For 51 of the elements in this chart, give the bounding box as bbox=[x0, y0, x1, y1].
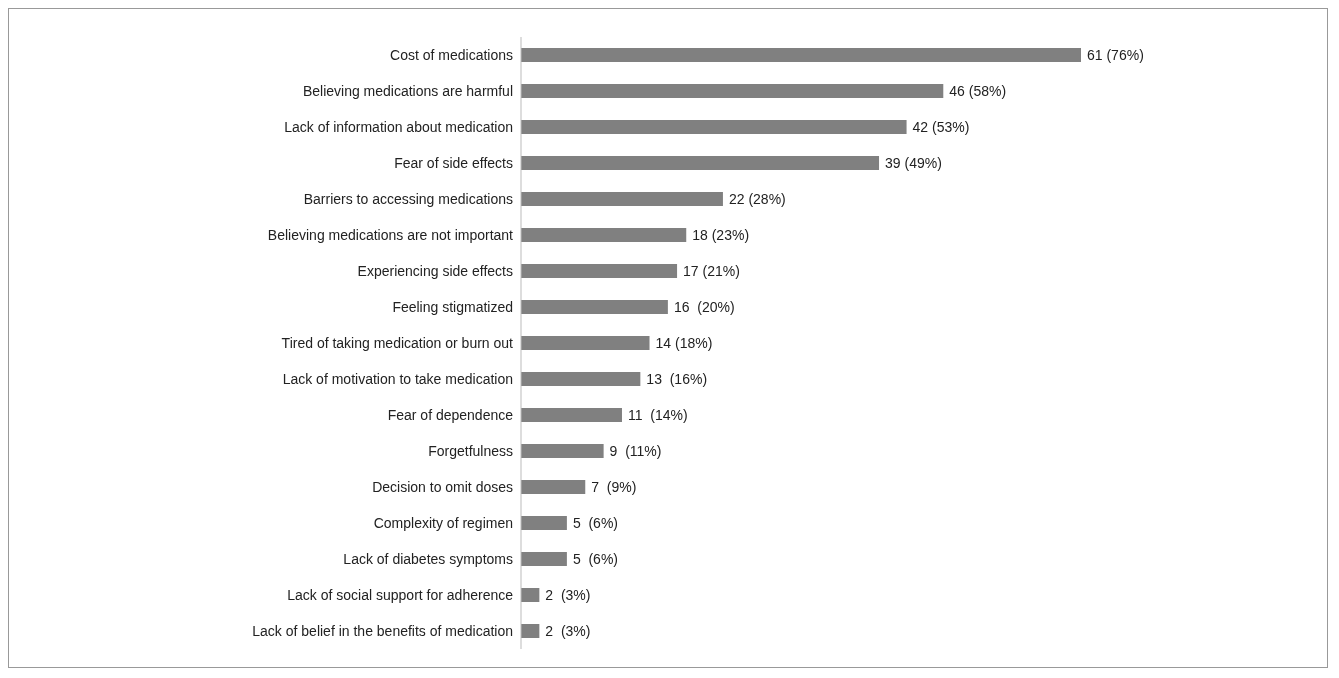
data-label: 16 (20%) bbox=[673, 299, 735, 315]
bar bbox=[521, 48, 1081, 62]
y-tick-label: Tired of taking medication or burn out bbox=[281, 334, 514, 351]
bar bbox=[521, 552, 567, 566]
y-tick-label: Cost of medications bbox=[390, 46, 513, 63]
data-label: 39 (49%) bbox=[885, 155, 942, 171]
bar bbox=[521, 228, 687, 242]
y-tick-label: Decision to omit doses bbox=[372, 478, 513, 495]
data-label: 2 (3%) bbox=[545, 623, 591, 639]
data-label: 5 (6%) bbox=[572, 551, 619, 567]
bar bbox=[521, 120, 907, 134]
y-tick-label: Lack of diabetes symptoms bbox=[343, 550, 513, 567]
bar bbox=[521, 624, 540, 638]
y-tick-label: Forgetfulness bbox=[428, 442, 513, 459]
y-tick-label: Experiencing side effects bbox=[357, 262, 513, 279]
bar bbox=[521, 444, 604, 458]
y-tick-label: Lack of information about medication bbox=[284, 118, 513, 135]
data-label: 9 (11%) bbox=[609, 443, 662, 459]
data-label: 5 (6%) bbox=[572, 515, 619, 531]
bar bbox=[521, 192, 723, 206]
bar bbox=[521, 156, 880, 170]
data-label: 11 (14%) bbox=[627, 407, 688, 423]
bar bbox=[521, 264, 678, 278]
data-label: 18 (23%) bbox=[692, 227, 750, 243]
y-tick-label: Fear of dependence bbox=[387, 406, 514, 423]
y-tick-label: Lack of social support for adherence bbox=[287, 586, 514, 603]
data-label: 22 (28%) bbox=[728, 191, 786, 207]
y-tick-label: Believing medications are harmful bbox=[302, 82, 513, 99]
data-label: 14 (18%) bbox=[655, 335, 713, 351]
data-label: 13 (16%) bbox=[646, 371, 708, 387]
data-label: 42 (53%) bbox=[912, 119, 970, 135]
y-tick-label: Fear of side effects bbox=[394, 154, 513, 171]
y-tick-label: Complexity of regimen bbox=[373, 514, 513, 531]
bar bbox=[521, 516, 567, 530]
data-label: 7 (9%) bbox=[591, 479, 637, 495]
bar bbox=[521, 480, 586, 494]
y-tick-label: Believing medications are not important bbox=[267, 226, 514, 243]
data-label: 46 (58%) bbox=[949, 83, 1007, 99]
bar bbox=[521, 336, 650, 350]
y-tick-label: Barriers to accessing medications bbox=[303, 190, 513, 207]
bar bbox=[521, 84, 944, 98]
bar bbox=[521, 588, 540, 602]
data-label: 17 (21%) bbox=[683, 263, 740, 279]
bar bbox=[521, 408, 622, 422]
y-tick-label: Lack of motivation to take medication bbox=[282, 370, 513, 387]
y-tick-label: Feeling stigmatized bbox=[392, 298, 513, 315]
data-label: 61 (76%) bbox=[1087, 47, 1144, 63]
y-tick-label: Lack of belief in the benefits of medication bbox=[252, 622, 513, 639]
bar bbox=[521, 300, 668, 314]
data-label: 2 (3%) bbox=[545, 587, 591, 603]
bar bbox=[521, 372, 641, 386]
